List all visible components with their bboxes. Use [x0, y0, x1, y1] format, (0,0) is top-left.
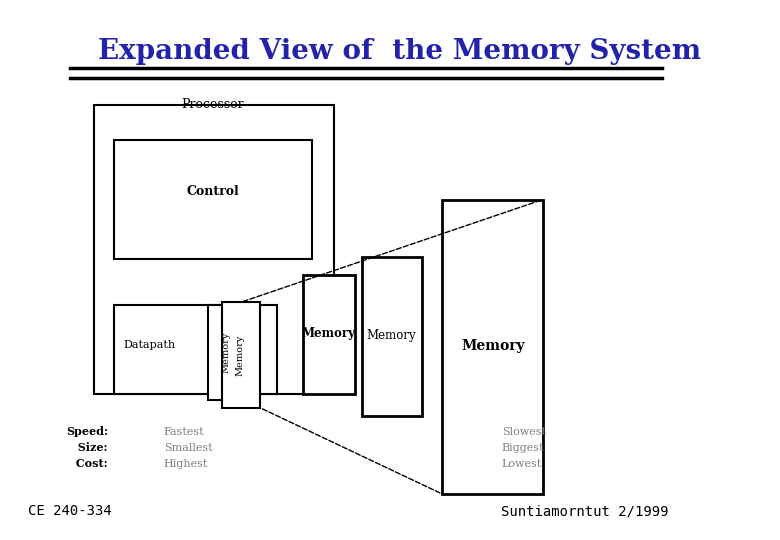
Text: Suntiamorntut 2/1999: Suntiamorntut 2/1999: [502, 504, 669, 518]
Text: Lowest: Lowest: [502, 459, 542, 469]
FancyBboxPatch shape: [442, 200, 544, 494]
Text: CE 240-334: CE 240-334: [28, 504, 112, 518]
Text: Memory: Memory: [222, 332, 230, 373]
FancyBboxPatch shape: [114, 140, 312, 259]
FancyBboxPatch shape: [362, 256, 421, 416]
Text: Biggest: Biggest: [502, 443, 544, 453]
Text: Slowest: Slowest: [502, 427, 546, 437]
Text: Speed:: Speed:: [66, 426, 108, 437]
FancyBboxPatch shape: [94, 105, 335, 394]
Text: Memory: Memory: [462, 339, 525, 353]
FancyBboxPatch shape: [222, 302, 260, 408]
Text: Fastest: Fastest: [164, 427, 204, 437]
FancyBboxPatch shape: [207, 305, 244, 400]
Text: Processor: Processor: [181, 98, 244, 111]
Text: Memory: Memory: [302, 327, 356, 340]
Text: Smallest: Smallest: [164, 443, 212, 453]
Text: Highest: Highest: [164, 459, 208, 469]
FancyBboxPatch shape: [303, 275, 356, 394]
Text: Control: Control: [186, 185, 239, 199]
FancyBboxPatch shape: [114, 305, 278, 394]
Text: Cost:: Cost:: [69, 458, 108, 469]
Text: Memory: Memory: [367, 329, 417, 342]
Text: Datapath: Datapath: [124, 340, 176, 350]
Text: Memory: Memory: [236, 335, 245, 376]
Text: Expanded View of  the Memory System: Expanded View of the Memory System: [98, 38, 700, 65]
Text: Size:: Size:: [70, 442, 108, 453]
